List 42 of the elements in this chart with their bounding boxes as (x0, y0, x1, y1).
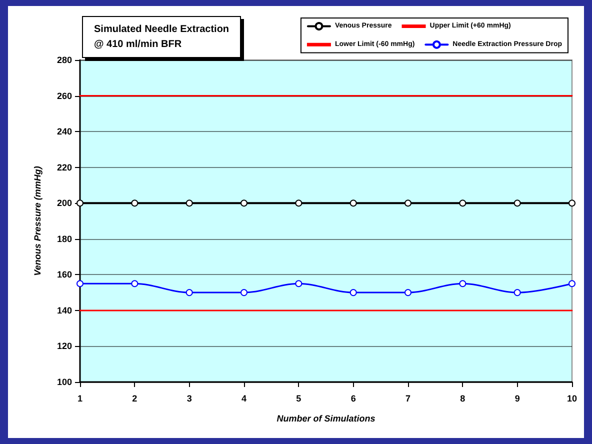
point (186, 289, 193, 296)
x-tick-label: 4 (241, 394, 247, 404)
x-tick-label: 10 (566, 394, 578, 404)
y-tick-label: 220 (56, 162, 72, 172)
x-tick-label: 5 (296, 394, 302, 404)
x-tick-label: 9 (514, 394, 520, 404)
x-axis-title: Number of Simulations (276, 414, 376, 424)
x-tick-label: 8 (460, 394, 466, 404)
point (131, 200, 138, 207)
chart-title: Simulated Needle Extraction @ 410 ml/min BFR (94, 24, 230, 50)
point (404, 289, 412, 296)
x-tick-label: 6 (350, 394, 356, 404)
point (295, 200, 302, 207)
point (459, 200, 466, 207)
point (568, 280, 576, 288)
point (186, 200, 193, 207)
y-tick-label: 200 (56, 198, 72, 208)
y-tick-label: 140 (56, 305, 72, 316)
x-tick-label: 7 (405, 394, 411, 404)
point (514, 289, 521, 296)
point (404, 200, 412, 207)
y-tick-label: 260 (56, 90, 72, 101)
point (240, 289, 248, 296)
y-tick-label: 160 (56, 270, 72, 280)
point (459, 280, 466, 288)
point (76, 280, 84, 288)
point (131, 280, 138, 288)
point (350, 289, 357, 296)
y-tick-label: 280 (56, 55, 72, 65)
x-tick-label: 1 (77, 394, 83, 404)
y-tick-label: 120 (56, 341, 72, 352)
point (568, 200, 576, 207)
point (514, 200, 521, 207)
x-tick-label: 3 (186, 394, 192, 404)
y-tick-label: 180 (56, 234, 72, 244)
y-axis-title: Venous Pressure (mmHg) (32, 166, 42, 276)
x-tick-label: 2 (132, 394, 138, 404)
point (295, 280, 302, 288)
y-tick-label: 100 (56, 377, 72, 387)
y-tick-label: 240 (56, 126, 72, 137)
point (240, 200, 248, 207)
point (350, 200, 357, 207)
